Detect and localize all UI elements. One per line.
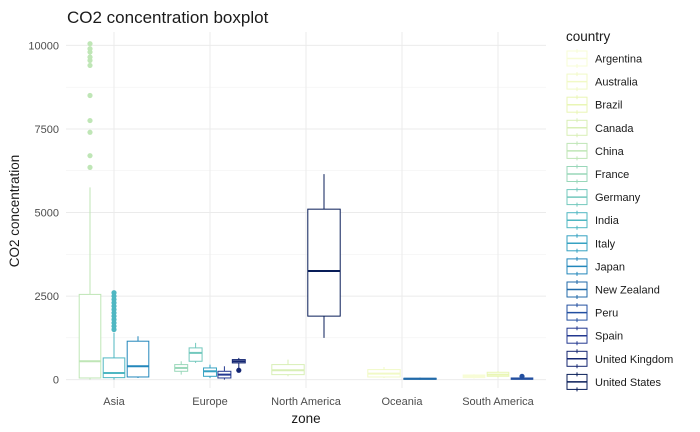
outlier-point xyxy=(87,46,93,52)
x-axis-title: zone xyxy=(291,411,320,426)
outlier-point xyxy=(87,41,93,47)
box-spain xyxy=(217,366,232,380)
box-germany xyxy=(188,342,203,363)
box-body xyxy=(102,357,126,379)
legend-title: country xyxy=(566,29,611,44)
legend-label: United Kingdom xyxy=(595,354,673,366)
legend-label: Argentina xyxy=(595,54,643,66)
legend-label: France xyxy=(595,169,629,181)
legend-label: Japan xyxy=(595,261,625,273)
box-body xyxy=(307,208,341,317)
legend-item-united-kingdom: United Kingdom xyxy=(566,349,673,369)
box-body xyxy=(126,340,150,378)
outlier-point xyxy=(519,373,525,379)
legend-item-china: China xyxy=(566,141,625,161)
legend-item-japan: Japan xyxy=(566,256,625,276)
x-tick-label: North America xyxy=(271,396,342,408)
box-china xyxy=(78,41,102,380)
legend-item-australia: Australia xyxy=(566,72,639,92)
legend-label: Australia xyxy=(595,77,639,89)
x-tick-label: Oceania xyxy=(382,396,424,408)
legend-label: Brazil xyxy=(595,100,623,112)
box-brazil xyxy=(486,370,510,378)
legend-item-spain: Spain xyxy=(566,326,623,346)
legend-label: Italy xyxy=(595,238,616,250)
legend-label: Germany xyxy=(595,192,641,204)
legend-label: China xyxy=(595,146,625,158)
box-france xyxy=(174,361,189,375)
legend-item-united-states: United States xyxy=(566,372,662,392)
box-body xyxy=(188,347,203,362)
x-tick-label: Europe xyxy=(192,396,227,408)
box-united-states xyxy=(307,174,341,338)
legend-item-india: India xyxy=(566,210,620,230)
y-tick-label: 5000 xyxy=(35,208,59,220)
box-united-kingdom xyxy=(231,357,246,373)
legend-label: New Zealand xyxy=(595,285,660,297)
legend: country Argentina Australia Brazil Canada Ch… xyxy=(566,29,673,392)
outlier-point xyxy=(87,92,93,99)
legend-item-argentina: Argentina xyxy=(566,49,643,68)
box-body xyxy=(78,293,102,379)
outlier-point xyxy=(87,117,93,124)
y-tick-label: 7500 xyxy=(35,124,59,136)
box-new-zealand xyxy=(403,377,437,380)
outlier-point xyxy=(87,54,93,60)
legend-item-new-zealand: New Zealand xyxy=(566,280,660,299)
legend-item-peru: Peru xyxy=(566,303,618,323)
box-india xyxy=(102,290,126,380)
x-tick-label: Asia xyxy=(103,396,125,408)
outlier-point xyxy=(87,62,93,69)
grid xyxy=(66,32,546,388)
legend-label: Canada xyxy=(595,123,634,135)
y-axis-title: CO2 concentration xyxy=(7,155,22,268)
x-axis: Asia Europe North America Oceania South Amer… xyxy=(103,396,534,408)
box-australia xyxy=(367,366,401,378)
legend-label: India xyxy=(595,215,620,227)
box-canada xyxy=(271,359,305,377)
y-tick-label: 10000 xyxy=(28,40,59,52)
legend-item-italy: Italy xyxy=(566,233,616,253)
outlier-point xyxy=(111,290,117,296)
legend-label: Peru xyxy=(595,308,618,320)
box-peru xyxy=(510,373,534,380)
legend-item-france: France xyxy=(566,164,629,184)
outlier-point xyxy=(87,153,93,159)
box-japan xyxy=(126,336,150,378)
legend-item-brazil: Brazil xyxy=(566,95,623,115)
box-argentina xyxy=(462,374,486,379)
legend-item-canada: Canada xyxy=(566,118,634,138)
legend-label: United States xyxy=(595,377,662,389)
chart-title: CO2 concentration boxplot xyxy=(67,8,269,27)
y-tick-label: 2500 xyxy=(35,291,59,303)
legend-item-germany: Germany xyxy=(566,187,641,207)
outlier-point xyxy=(87,164,93,170)
boxes-layer xyxy=(78,41,534,380)
x-tick-label: South America xyxy=(462,396,534,408)
legend-label: Spain xyxy=(595,331,623,343)
y-axis: 0 2500 5000 7500 10000 xyxy=(28,40,59,386)
outlier-point xyxy=(87,129,93,135)
outlier-point xyxy=(236,367,242,373)
y-tick-label: 0 xyxy=(53,375,59,387)
box-italy xyxy=(203,364,217,378)
